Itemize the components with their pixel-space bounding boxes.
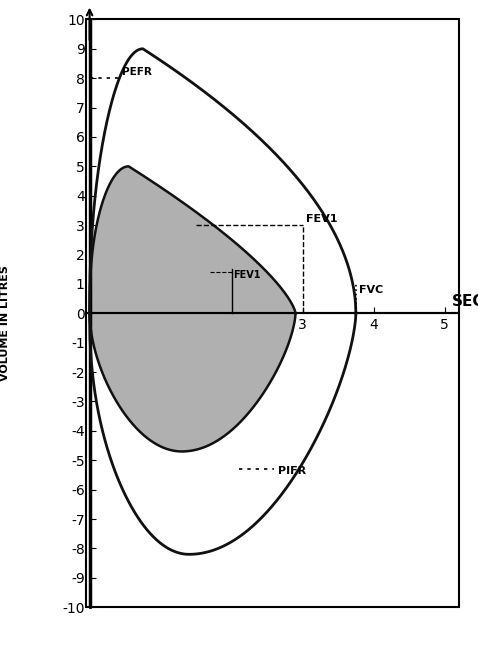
Text: SEC: SEC <box>452 294 478 309</box>
Text: PIFR: PIFR <box>278 466 306 475</box>
Text: PEFR: PEFR <box>121 67 152 78</box>
Polygon shape <box>89 167 295 452</box>
Text: VOLUME IN LITRES: VOLUME IN LITRES <box>0 265 10 381</box>
Text: FVC: FVC <box>359 285 384 295</box>
Text: FEV1: FEV1 <box>233 270 261 280</box>
Text: FEV1: FEV1 <box>306 214 337 224</box>
